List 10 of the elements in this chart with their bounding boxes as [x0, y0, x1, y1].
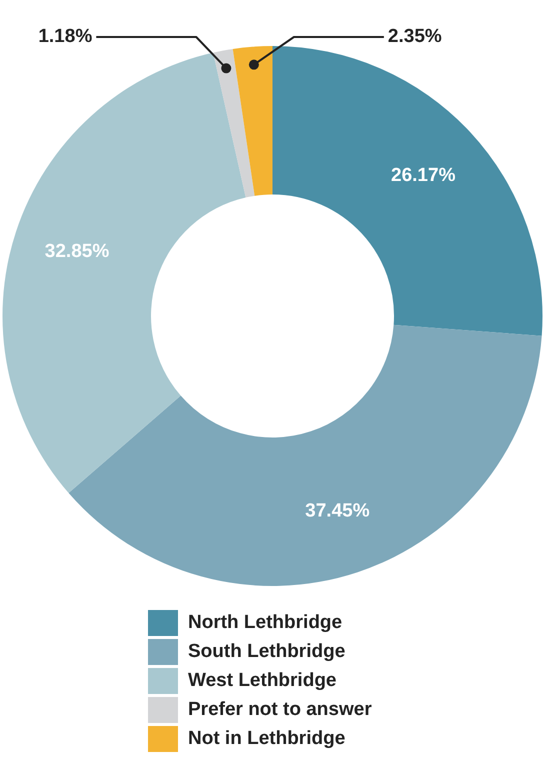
legend-label: South Lethbridge [188, 640, 346, 662]
legend-label: Prefer not to answer [188, 698, 372, 720]
data-label: 1.18% [38, 26, 92, 48]
legend-label: West Lethbridge [188, 670, 336, 692]
legend-label: North Lethbridge [188, 612, 342, 634]
data-label: 2.35% [388, 26, 442, 48]
data-label: 37.45% [305, 500, 370, 522]
data-label: 32.85% [44, 241, 110, 262]
legend-label: Not in Lethbridge [188, 728, 346, 750]
data-label: 26.17% [391, 165, 456, 186]
